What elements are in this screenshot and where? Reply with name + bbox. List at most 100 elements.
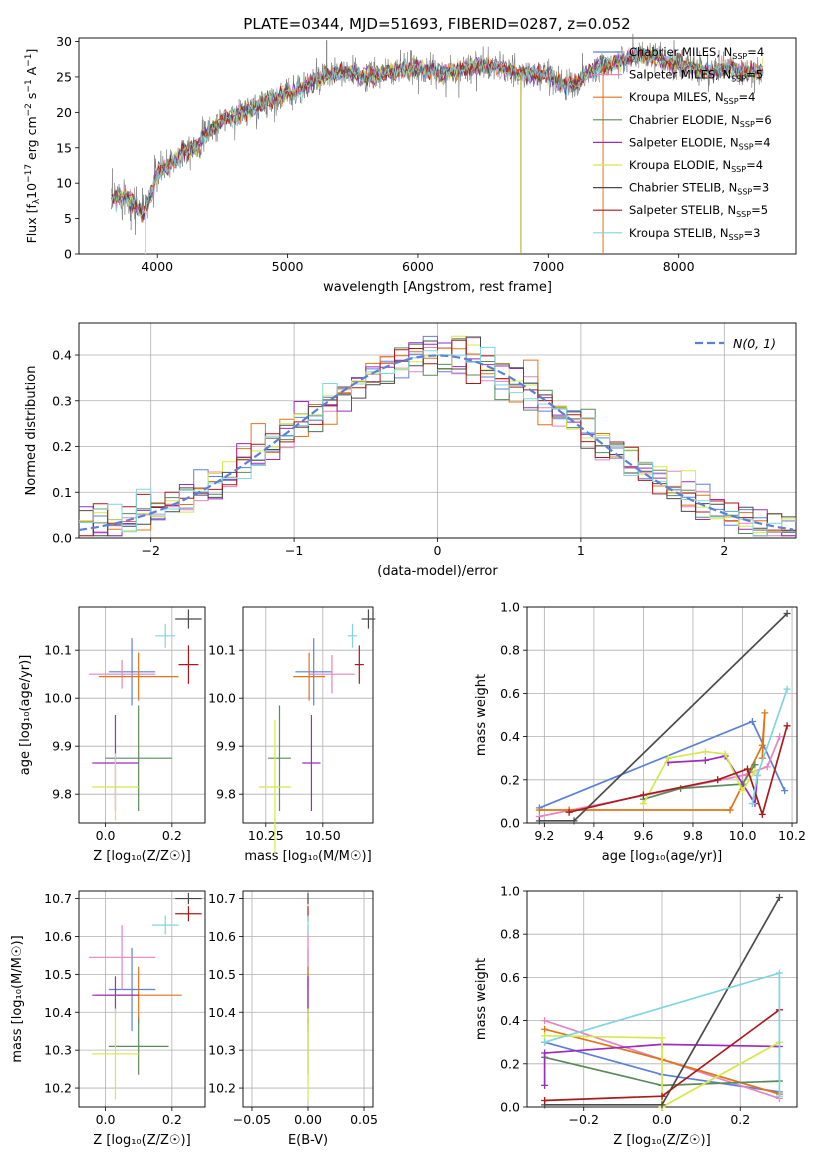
legend-name: Kroupa ELODIE, N: [629, 158, 731, 172]
x-tick-label: 0.0: [96, 828, 116, 843]
weight-line-kroupa-elodie: [544, 1034, 780, 1109]
legend-label: Salpeter ELODIE, NSSP=4: [629, 135, 771, 151]
y-axis-label-part: λ: [32, 198, 42, 204]
legend-nssp: =4: [754, 135, 771, 149]
x-tick-label: −2: [141, 543, 159, 558]
weight-marker: [758, 810, 766, 818]
y-axis-label-part: −17: [24, 164, 34, 183]
y-tick-label: 9.8: [216, 787, 236, 802]
x-axis-label: wavelength [Angstrom, rest frame]: [323, 280, 552, 295]
histogram-step-kroupa-stelib: [79, 346, 796, 537]
legend-name: Salpeter ELODIE, N: [629, 135, 739, 149]
y-tick-label: 25: [56, 69, 72, 84]
weight-marker: [541, 1025, 549, 1033]
weight-marker: [763, 763, 771, 771]
y-tick-label: 10.7: [44, 891, 72, 906]
legend-subscript: SSP: [740, 120, 755, 129]
y-tick-label: 30: [56, 34, 72, 49]
weight-line-chabrier-stelib: [539, 612, 788, 822]
y-tick-label: 15: [56, 140, 72, 155]
y-tick-label: 0.2: [500, 1056, 520, 1071]
x-tick-label: 6000: [402, 259, 434, 274]
x-tick-label: 0.2: [162, 1112, 182, 1127]
axes-frame: [78, 606, 206, 824]
weight-marker: [751, 767, 759, 775]
y-axis-label: Normed distribution: [24, 366, 39, 496]
legend-label: Chabrier MILES, NSSP=4: [629, 45, 764, 61]
y-tick-label: 10.6: [208, 929, 236, 944]
y-axis-label: age [log₁₀(age/yr)]: [18, 655, 33, 776]
legend-name: Kroupa STELIB, N: [629, 226, 729, 240]
x-axis-label: Z [log₁₀(Z/Z☉)]: [93, 849, 190, 864]
x-tick-label: 5000: [272, 259, 304, 274]
y-tick-label: 10.2: [208, 1081, 236, 1096]
y-tick-label: 0.2: [52, 439, 72, 454]
age-vs-metallicity-panel: 0.0 0.2 9.8 9.9 10.0 10.1 Z [log₁₀(Z/Z☉)] age […: [18, 606, 206, 864]
weight-marker: [541, 1097, 549, 1105]
x-tick-label: −0.2: [569, 1112, 599, 1127]
weight-marker: [751, 761, 759, 769]
x-tick-label: 1: [577, 543, 585, 558]
x-tick-label: −0.05: [233, 1112, 271, 1127]
weight-marker: [753, 771, 761, 779]
weight-marker: [541, 1049, 549, 1057]
axes-frame: [78, 37, 797, 255]
y-axis-label: mass [log₁₀(M/M☉)]: [10, 935, 25, 1062]
weight-line-salpeter-elodie: [543, 1043, 780, 1086]
y-axis-label: mass weight: [474, 958, 489, 1040]
legend-name: Kroupa MILES, N: [629, 90, 724, 104]
legend-subscript: SSP: [737, 188, 752, 197]
legend-subscript: SSP: [724, 97, 739, 106]
legend-nssp: =3: [744, 226, 761, 240]
weight-marker: [743, 765, 751, 773]
x-tick-label: 9.6: [633, 828, 653, 843]
y-tick-label: 1.0: [500, 600, 520, 615]
x-axis-label: mass [log₁₀(M/M☉)]: [244, 849, 371, 864]
weight-marker: [541, 1038, 549, 1046]
weight-marker: [721, 750, 729, 758]
legend-name: Chabrier MILES, N: [629, 45, 732, 59]
weight-marker: [664, 754, 672, 762]
legend-label: N(0, 1): [733, 336, 776, 351]
x-axis-label: age [log₁₀(age/yr)]: [602, 849, 723, 864]
weight-marker: [541, 1081, 549, 1089]
y-axis-label: mass weight: [474, 674, 489, 756]
y-axis-label-part: −1: [24, 54, 34, 67]
legend-subscript: SSP: [729, 233, 744, 242]
y-axis-label-part: Flux [f: [24, 204, 39, 244]
weight-marker: [748, 717, 756, 725]
weight-marker: [570, 817, 578, 825]
figure-title: PLATE=0344, MJD=51693, FIBERID=0287, z=0…: [243, 15, 630, 33]
y-tick-label: 20: [56, 105, 72, 120]
y-tick-label: 1.0: [500, 884, 520, 899]
x-tick-label: 9.4: [584, 828, 604, 843]
spectrum-panel: 4000 5000 6000 7000 8000 0 5 10 15 20 25 30 waveleng…: [24, 33, 797, 295]
y-tick-label: 0.1: [52, 485, 72, 500]
legend-label: Salpeter STELIB, NSSP=5: [629, 203, 768, 219]
y-tick-label: 9.9: [216, 739, 236, 754]
legend-nssp: =5: [751, 203, 768, 217]
weight-marker: [535, 817, 543, 825]
mass-weight-vs-age-panel: 9.2 9.4 9.6 9.8 10.0 10.2 0.0 0.2 0.4 0.6 0.8 1.0 ag…: [474, 600, 806, 865]
legend-label: Chabrier ELODIE, NSSP=6: [629, 113, 772, 129]
mass-vs-extinction-panel: −0.05 0.00 0.05 10.2 10.3 10.4 10.5 10.6 10.7 E(B…: [208, 890, 378, 1148]
legend-subscript: SSP: [731, 165, 746, 174]
x-axis-label: Z [log₁₀(Z/Z☉)]: [93, 1133, 190, 1148]
axes-frame: [526, 606, 798, 824]
legend-nssp: =5: [746, 68, 763, 82]
y-tick-label: 10.3: [208, 1043, 236, 1058]
x-axis-label: Z [log₁₀(Z/Z☉)]: [613, 1133, 710, 1148]
legend-nssp: =6: [755, 113, 772, 127]
model-line-kroupa-stelib: [111, 47, 764, 218]
mass-vs-metallicity-panel: 0.0 0.2 10.2 10.3 10.4 10.5 10.6 10.7 Z [log₁₀(Z…: [10, 890, 206, 1148]
x-tick-label: 0.0: [96, 1112, 116, 1127]
legend-subscript: SSP: [736, 210, 751, 219]
y-tick-label: 0.0: [500, 1100, 520, 1115]
x-axis-label: (data-model)/error: [377, 564, 498, 579]
y-tick-label: 0.0: [500, 816, 520, 831]
weight-marker: [658, 1101, 666, 1109]
x-tick-label: 0.00: [294, 1112, 322, 1127]
legend-label: Salpeter MILES, NSSP=5: [629, 68, 763, 84]
weight-marker: [783, 609, 791, 617]
